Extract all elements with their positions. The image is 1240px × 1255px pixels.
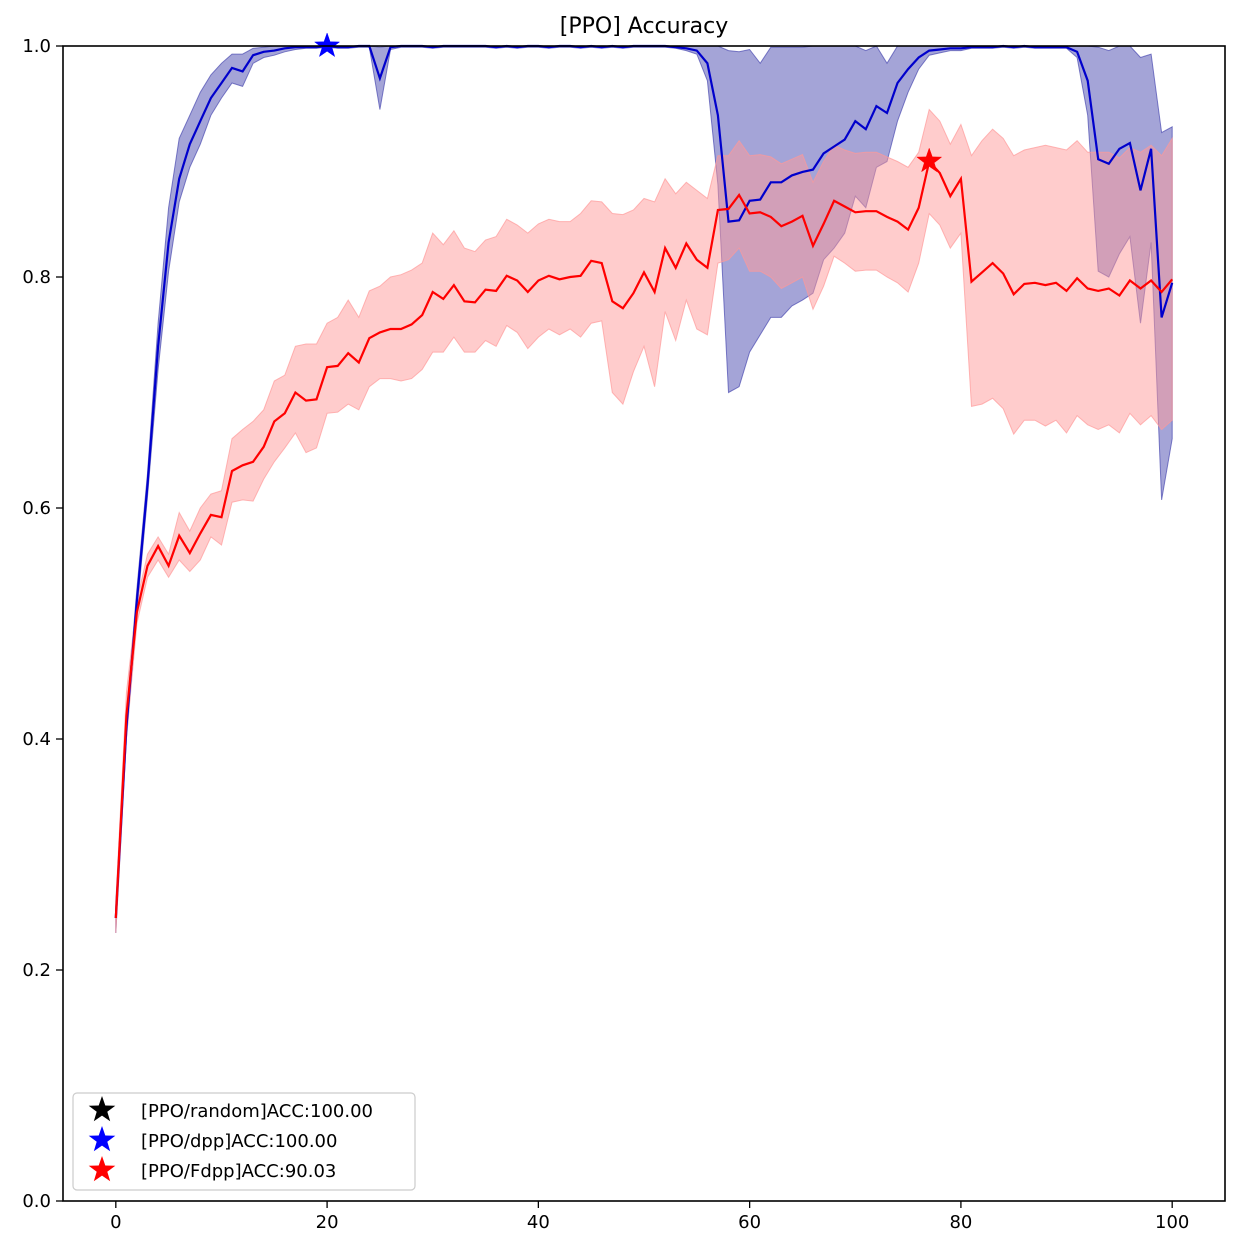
confidence-bands [115,45,1173,934]
series-1-line [114,159,1174,919]
legend: [PPO/random]ACC:100.00 [PPO/dpp]ACC:100.0… [72,1092,416,1191]
y-axis: 0.0 0.2 0.4 0.6 0.8 1.0 [22,36,63,1212]
chart-title: [PPO] Accuracy [560,14,728,39]
x-axis: 0 20 40 60 80 100 [110,1201,1189,1233]
x-tick-label: 40 [527,1212,550,1233]
legend-star-marker [88,1156,116,1182]
plot-frame [62,45,1226,1202]
x-tick-label: 0 [110,1212,121,1233]
legend-star-marker [88,1126,116,1152]
legend-star-marker [88,1096,116,1122]
legend-label: [PPO/dpp]ACC:100.00 [141,1131,337,1152]
best-star-marker [313,32,341,58]
legend-label: [PPO/random]ACC:100.00 [141,1101,373,1122]
y-tick-label: 0.4 [22,729,51,750]
x-tick-label: 60 [738,1212,761,1233]
x-tick-label: 20 [316,1212,339,1233]
y-tick-label: 0.8 [22,267,51,288]
best-star-marker [916,147,943,173]
y-tick-label: 1.0 [22,36,51,57]
best-markers [313,32,943,173]
y-tick-label: 0.2 [22,960,51,981]
y-tick-label: 0.0 [22,1191,51,1212]
x-tick-label: 100 [1155,1212,1189,1233]
series-1-band [115,108,1173,934]
legend-label: [PPO/Fdpp]ACC:90.03 [141,1161,336,1182]
y-tick-label: 0.6 [22,498,51,519]
legend-box [72,1092,416,1191]
x-tick-label: 80 [949,1212,972,1233]
